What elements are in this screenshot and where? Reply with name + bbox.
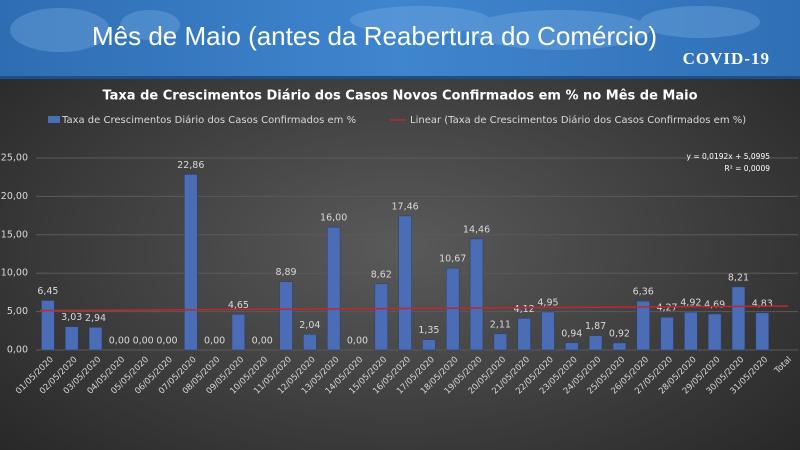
data-label: 8,21 <box>728 272 749 283</box>
data-label: 16,00 <box>320 213 347 224</box>
bar <box>231 314 246 351</box>
data-label: 6,36 <box>633 287 654 298</box>
bar <box>184 174 198 351</box>
data-label: 4,95 <box>537 297 558 308</box>
annotation: y = 0,0192x + 5,0995 <box>687 152 771 161</box>
header-banner <box>0 0 800 76</box>
slide-title: Mês de Maio (antes da Reabertura do Comé… <box>92 21 657 51</box>
data-label: 8,62 <box>371 269 392 280</box>
data-label: 4,83 <box>752 298 773 309</box>
bar <box>493 333 508 351</box>
data-label: 0,00 <box>252 336 273 347</box>
chart-title: Taxa de Crescimentos Diário dos Casos No… <box>102 89 697 104</box>
data-label: 0,00 <box>204 336 225 347</box>
legend-label: Linear (Taxa de Crescimentos Diário dos … <box>410 114 746 126</box>
badge: COVID-19 <box>683 49 770 68</box>
y-tick-label: 10,00 <box>1 268 28 279</box>
data-label: 2,11 <box>490 319 511 330</box>
data-label: 4,27 <box>656 303 677 314</box>
data-label: 0,92 <box>609 328 630 339</box>
trendline <box>39 305 789 312</box>
bar <box>303 334 317 351</box>
data-label: 10,67 <box>439 254 466 265</box>
data-label: 0,94 <box>561 328 582 339</box>
bar <box>446 267 460 351</box>
data-label: 3,03 <box>61 312 82 323</box>
y-tick-label: 25,00 <box>1 153 28 164</box>
data-label: 1,35 <box>418 325 439 336</box>
data-label: 6,45 <box>37 286 58 297</box>
y-tick-label: 15,00 <box>1 229 28 240</box>
bar <box>636 300 650 351</box>
bar <box>660 316 674 351</box>
bar <box>279 281 293 351</box>
bar <box>422 339 436 351</box>
data-label: 0,00 <box>156 336 177 347</box>
legend-swatch <box>48 116 60 123</box>
data-label: 4,69 <box>704 299 725 310</box>
data-label: 14,46 <box>463 224 490 235</box>
bar <box>588 335 603 351</box>
bar <box>612 342 627 351</box>
bar <box>755 312 769 351</box>
data-label: 8,89 <box>275 267 296 278</box>
world-map <box>10 6 760 52</box>
y-tick-label: 20,00 <box>1 191 28 202</box>
bar <box>565 342 579 351</box>
bar <box>469 238 484 351</box>
data-label: 0,00 <box>109 336 130 347</box>
data-label: 4,92 <box>680 298 701 309</box>
bar <box>517 318 531 351</box>
data-label: 17,46 <box>391 201 418 212</box>
data-label: 2,04 <box>299 320 320 331</box>
bar <box>374 283 388 351</box>
annotation: R² = 0,0009 <box>724 164 770 173</box>
bar <box>88 327 103 351</box>
bar <box>731 286 746 351</box>
bar <box>398 215 412 351</box>
data-label: 4,65 <box>228 300 249 311</box>
bar <box>41 300 55 351</box>
bar <box>684 311 698 351</box>
data-label: 2,94 <box>85 313 106 324</box>
data-label: 0,00 <box>133 336 154 347</box>
bar <box>326 226 341 351</box>
bar <box>65 326 79 351</box>
data-label: 0,00 <box>347 336 368 347</box>
data-label: 4,12 <box>514 304 535 315</box>
bar <box>541 311 555 351</box>
header-rule <box>0 76 800 79</box>
data-label: 22,86 <box>177 160 204 171</box>
y-tick-label: 5,00 <box>7 306 28 317</box>
legend-label: Taxa de Crescimentos Diário dos Casos Co… <box>61 114 356 126</box>
bar <box>707 313 722 351</box>
y-tick-label: 0,00 <box>7 345 28 356</box>
data-label: 1,87 <box>585 321 606 332</box>
